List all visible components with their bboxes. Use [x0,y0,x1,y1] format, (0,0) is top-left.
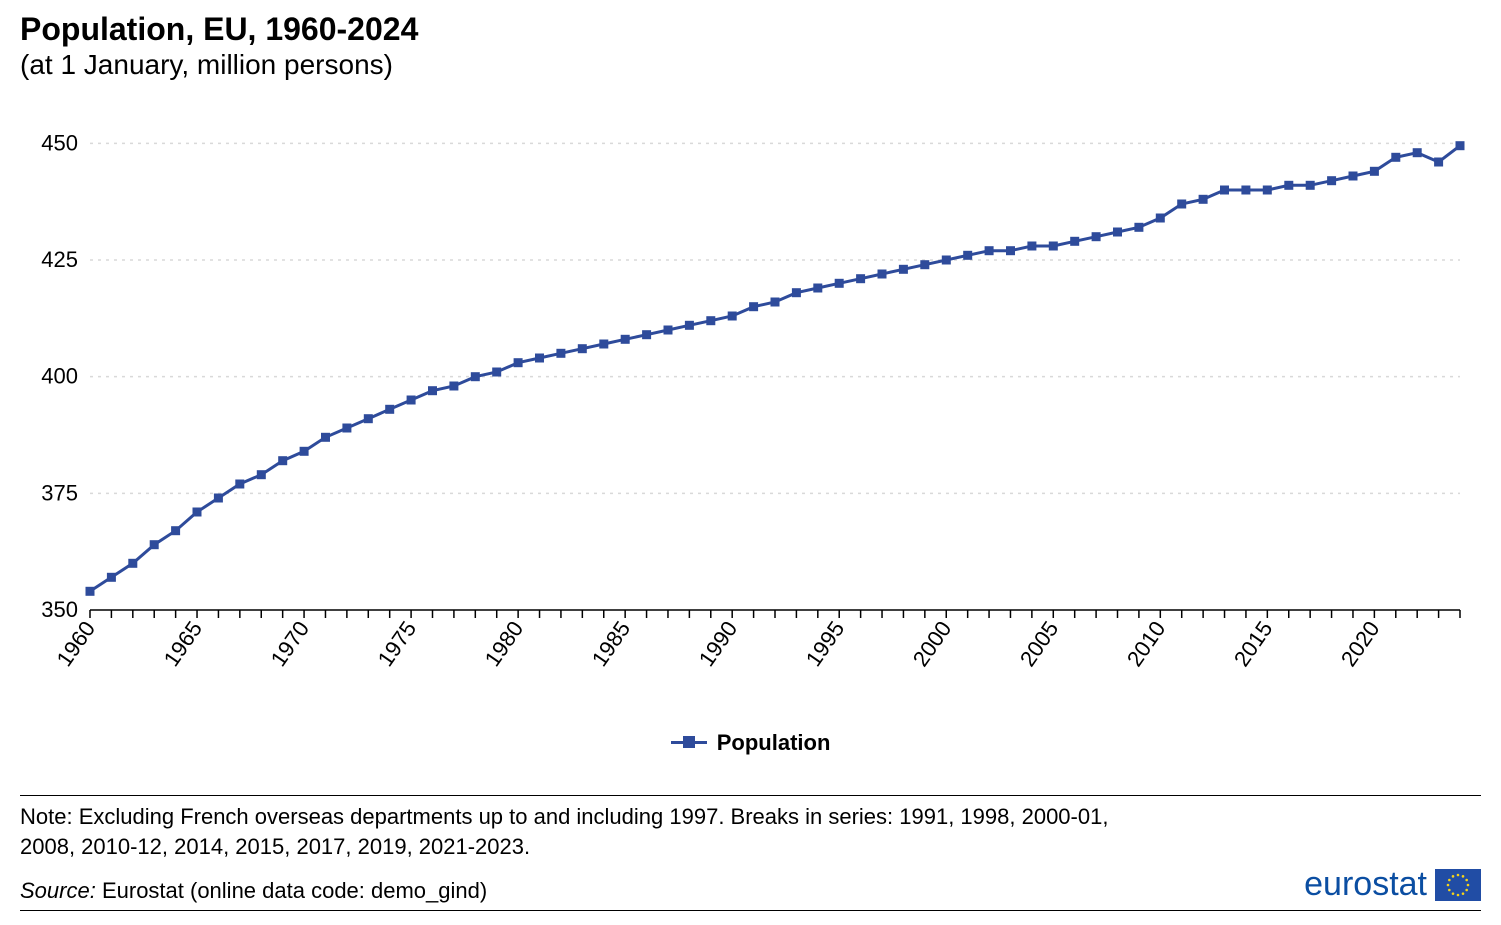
svg-text:2005: 2005 [1015,617,1064,671]
svg-text:400: 400 [41,364,78,389]
svg-text:375: 375 [41,480,78,505]
eu-flag-icon [1435,869,1481,901]
chart-area: 350 375 400 425 450 1960 1965 1970 1975 1980 1985 1… [20,100,1480,720]
page-root: Population, EU, 1960-2024 (at 1 January,… [0,0,1501,925]
chart-svg: 350 375 400 425 450 1960 1965 1970 1975 1980 1985 1… [20,100,1480,720]
footer-source-text: Eurostat (online data code: demo_gind) [102,878,487,903]
footer-source: Source: Eurostat (online data code: demo… [20,878,487,904]
footer-rule-bottom [20,910,1481,911]
svg-text:1985: 1985 [587,617,636,671]
legend-marker-icon [671,741,707,744]
footer-note: Note: Excluding French overseas departme… [20,802,1120,861]
svg-text:1980: 1980 [480,617,529,671]
chart-title-block: Population, EU, 1960-2024 (at 1 January,… [20,10,418,82]
svg-text:1990: 1990 [694,617,743,671]
svg-text:1970: 1970 [266,617,315,671]
svg-text:425: 425 [41,247,78,272]
svg-text:450: 450 [41,130,78,155]
svg-text:1960: 1960 [52,617,101,671]
chart-legend: Population [0,730,1501,756]
eurostat-logo-text: eurostat [1304,865,1427,904]
chart-title: Population, EU, 1960-2024 [20,10,418,48]
svg-text:2015: 2015 [1229,617,1278,671]
footer-rule-top [20,795,1481,796]
svg-text:1975: 1975 [373,617,422,671]
svg-text:2000: 2000 [908,617,957,671]
svg-text:2020: 2020 [1336,617,1385,671]
chart-subtitle: (at 1 January, million persons) [20,48,418,82]
footer-source-label: Source: [20,878,96,903]
legend-label: Population [717,730,831,755]
footer-source-row: Source: Eurostat (online data code: demo… [20,865,1481,904]
eurostat-logo: eurostat [1304,865,1481,904]
svg-text:1995: 1995 [801,617,850,671]
svg-text:1965: 1965 [159,617,208,671]
svg-text:350: 350 [41,597,78,622]
svg-text:2010: 2010 [1122,617,1171,671]
chart-footer: Note: Excluding French overseas departme… [20,795,1481,911]
